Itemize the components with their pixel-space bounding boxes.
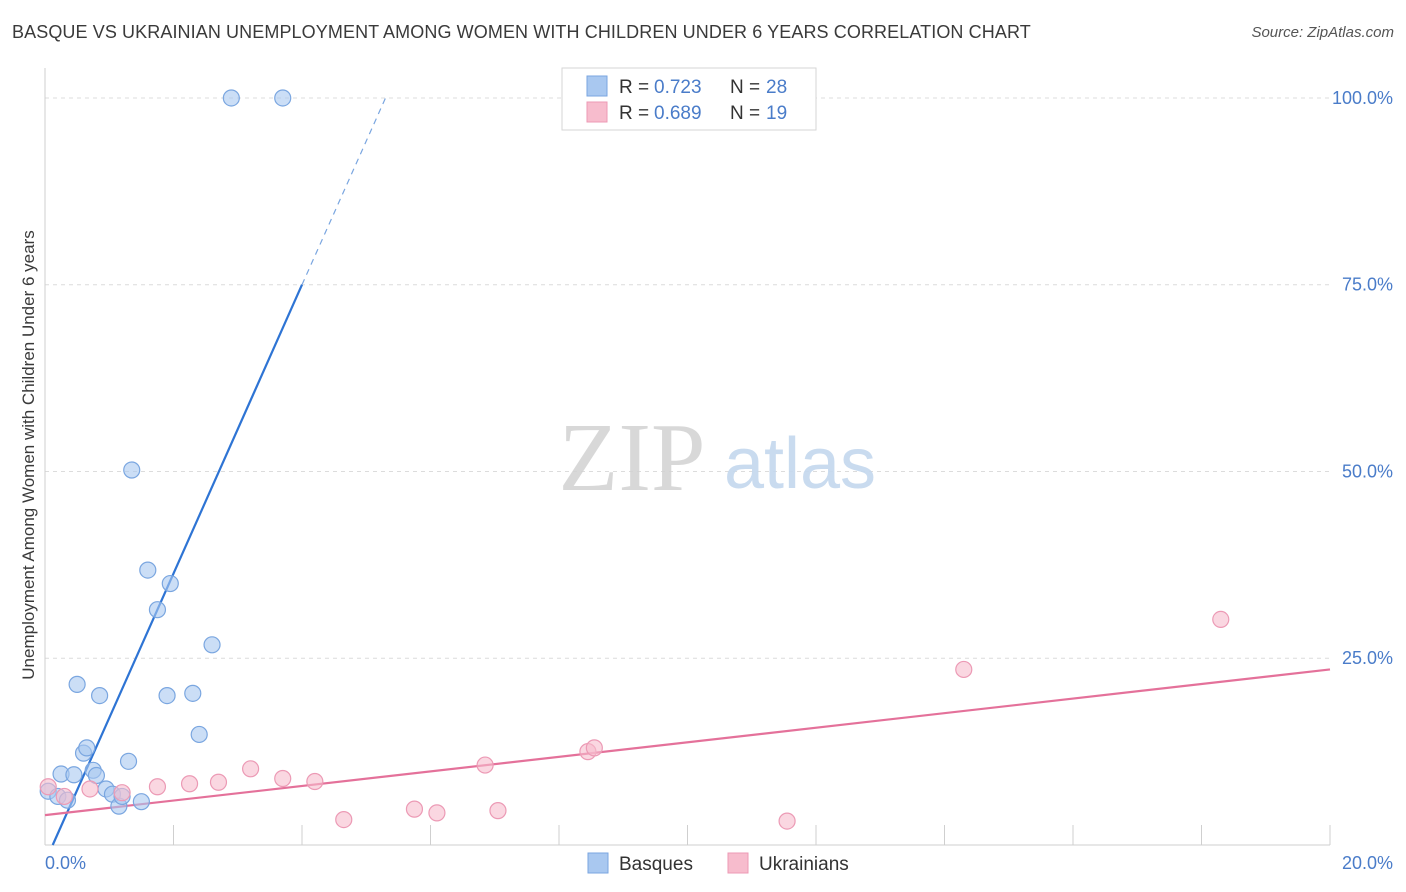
r-value: 0.689 <box>654 103 702 124</box>
point-ukrainians[interactable] <box>39 778 57 796</box>
watermark-atlas: atlas <box>724 424 876 504</box>
stats-swatch-blue <box>586 75 608 97</box>
n-label: N = <box>730 103 760 124</box>
legend-label-ukrainians[interactable]: Ukrainians <box>759 854 849 875</box>
point-basques[interactable] <box>119 752 138 770</box>
point-basques[interactable] <box>139 561 157 579</box>
x-tick-label-min: 0.0% <box>45 853 86 873</box>
point-basques[interactable] <box>68 675 86 693</box>
point-ukrainians[interactable] <box>306 772 324 791</box>
trend-line-ukrainians <box>44 668 1331 817</box>
series-legend: Basques Ukrainians <box>587 852 849 875</box>
trend-line-basques <box>51 284 304 846</box>
point-ukrainians[interactable] <box>585 739 603 757</box>
gridlines: 25.0% 50.0% 75.0% 100.0% <box>45 88 1393 668</box>
point-basques[interactable] <box>158 686 176 705</box>
n-label: N = <box>730 77 760 98</box>
point-basques[interactable] <box>132 793 150 811</box>
point-ukrainians[interactable] <box>113 784 131 802</box>
watermark: ZIP atlas <box>559 404 877 512</box>
point-ukrainians[interactable] <box>405 800 424 818</box>
r-label: R = <box>619 103 649 124</box>
point-ukrainians[interactable] <box>242 760 260 778</box>
point-ukrainians[interactable] <box>428 804 446 822</box>
r-value: 0.723 <box>654 77 702 98</box>
legend-label-basques[interactable]: Basques <box>619 854 693 875</box>
trend-line-extension <box>301 97 387 285</box>
y-tick-label: 25.0% <box>1342 648 1393 668</box>
y-tick-label: 50.0% <box>1342 461 1393 481</box>
point-basques[interactable] <box>222 89 240 107</box>
point-ukrainians[interactable] <box>148 778 167 796</box>
watermark-zip: ZIP <box>559 404 706 512</box>
source-credit: Source: ZipAtlas.com <box>1251 24 1394 41</box>
y-tick-label: 75.0% <box>1342 275 1393 295</box>
point-ukrainians[interactable] <box>274 769 292 788</box>
point-ukrainians[interactable] <box>955 660 973 679</box>
chart-title: BASQUE VS UKRAINIAN UNEMPLOYMENT AMONG W… <box>12 22 1031 42</box>
x-tick-label-max: 20.0% <box>1342 853 1393 873</box>
point-ukrainians[interactable] <box>335 811 353 829</box>
n-value: 28 <box>766 77 787 98</box>
data-points <box>39 89 1230 830</box>
point-basques[interactable] <box>123 461 141 479</box>
point-basques[interactable] <box>91 686 109 705</box>
axes: 0.0% 20.0% <box>44 68 1393 873</box>
y-tick-label: 100.0% <box>1332 88 1393 108</box>
point-ukrainians[interactable] <box>209 773 228 791</box>
point-basques[interactable] <box>203 636 221 654</box>
point-ukrainians[interactable] <box>778 812 796 830</box>
point-basques[interactable] <box>274 89 292 107</box>
point-ukrainians[interactable] <box>180 775 199 793</box>
point-ukrainians[interactable] <box>81 780 99 798</box>
point-ukrainians[interactable] <box>476 756 494 774</box>
point-basques[interactable] <box>184 684 202 702</box>
point-basques[interactable] <box>65 766 83 784</box>
point-basques[interactable] <box>78 739 96 757</box>
point-basques[interactable] <box>148 601 167 619</box>
r-label: R = <box>619 77 649 98</box>
point-basques[interactable] <box>190 725 208 744</box>
y-axis-label: Unemployment Among Women with Children U… <box>19 230 38 679</box>
legend-swatch-ukrainians[interactable] <box>727 852 749 874</box>
point-ukrainians[interactable] <box>1212 610 1230 628</box>
stats-swatch-pink <box>586 101 608 123</box>
point-ukrainians[interactable] <box>55 787 73 806</box>
stats-legend: R = 0.723 N = 28 R = 0.689 N = 19 <box>561 67 817 131</box>
legend-swatch-basques[interactable] <box>587 852 609 874</box>
n-value: 19 <box>766 103 787 124</box>
point-basques[interactable] <box>161 574 179 593</box>
point-ukrainians[interactable] <box>489 802 507 820</box>
